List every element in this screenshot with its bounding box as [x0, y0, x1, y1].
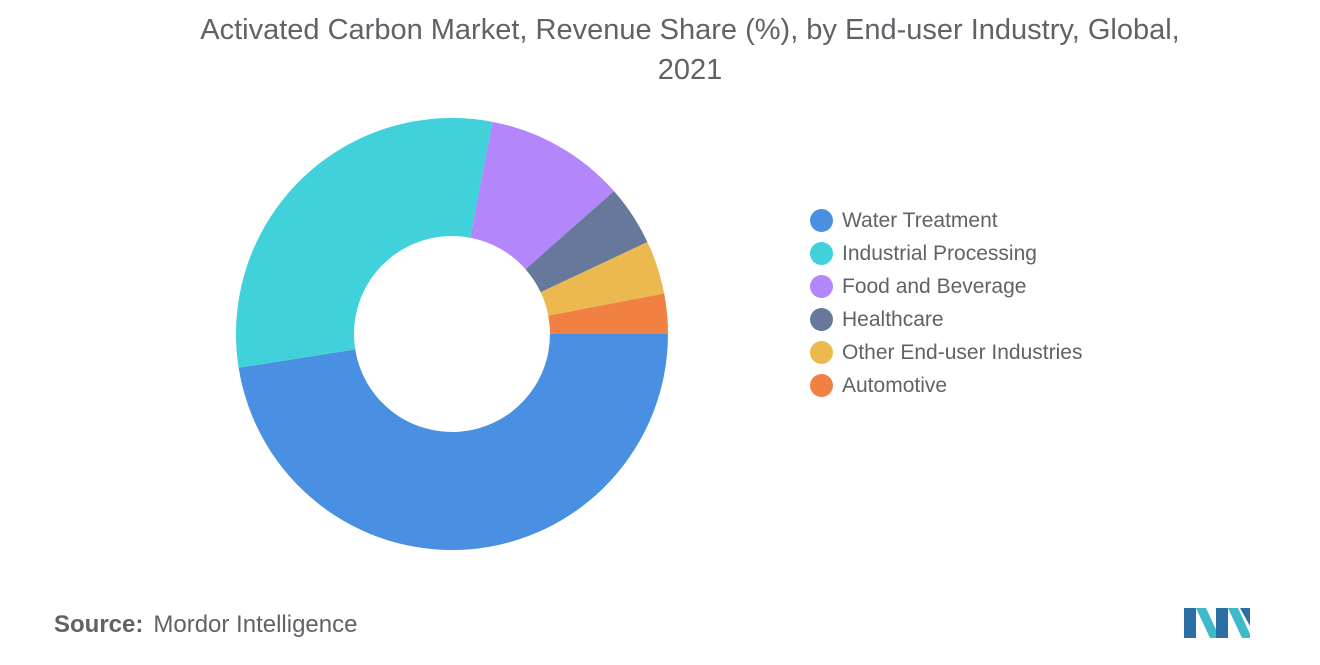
donut-slice-healthcare — [525, 191, 648, 293]
legend-label: Automotive — [842, 373, 948, 397]
legend-swatch — [810, 308, 833, 331]
source-label: Source: — [54, 611, 144, 638]
legend-item-food-and-beverage: Food and Beverage — [810, 270, 1082, 303]
legend-label: Water Treatment — [842, 208, 998, 232]
chart-title-line-1: Activated Carbon Market, Revenue Share (… — [200, 14, 1180, 46]
source-value: Mordor Intelligence — [153, 611, 358, 638]
legend-swatch — [810, 209, 833, 232]
donut-slice-food-and-beverage — [470, 121, 615, 270]
legend-label: Other End-user Industries — [842, 340, 1083, 364]
donut-slice-industrial-processing — [236, 118, 493, 368]
mordor-intelligence-logo-icon — [1184, 608, 1250, 638]
chart-title-line-2: 2021 — [657, 54, 723, 86]
legend-label: Industrial Processing — [842, 241, 1037, 265]
legend-item-healthcare: Healthcare — [810, 303, 1082, 336]
legend-item-automotive: Automotive — [810, 369, 1082, 402]
legend-label: Food and Beverage — [842, 274, 1027, 298]
source-note: Source: Mordor Intelligence — [54, 611, 357, 639]
legend-item-other-end-user-industries: Other End-user Industries — [810, 336, 1082, 369]
legend-item-water-treatment: Water Treatment — [810, 204, 1082, 237]
donut-slice-other-end-user-industries — [540, 242, 665, 316]
legend-label: Healthcare — [842, 307, 944, 331]
legend-swatch — [810, 374, 833, 397]
donut-slice-automotive — [548, 293, 668, 334]
chart-title: Activated Carbon Market, Revenue Share (… — [0, 10, 1320, 90]
chart-legend: Water Treatment Industrial Processing Food… — [810, 204, 1082, 402]
donut-slice-water-treatment — [238, 334, 669, 551]
legend-swatch — [810, 242, 833, 265]
legend-item-industrial-processing: Industrial Processing — [810, 237, 1082, 270]
legend-swatch — [810, 341, 833, 364]
legend-swatch — [810, 275, 833, 298]
